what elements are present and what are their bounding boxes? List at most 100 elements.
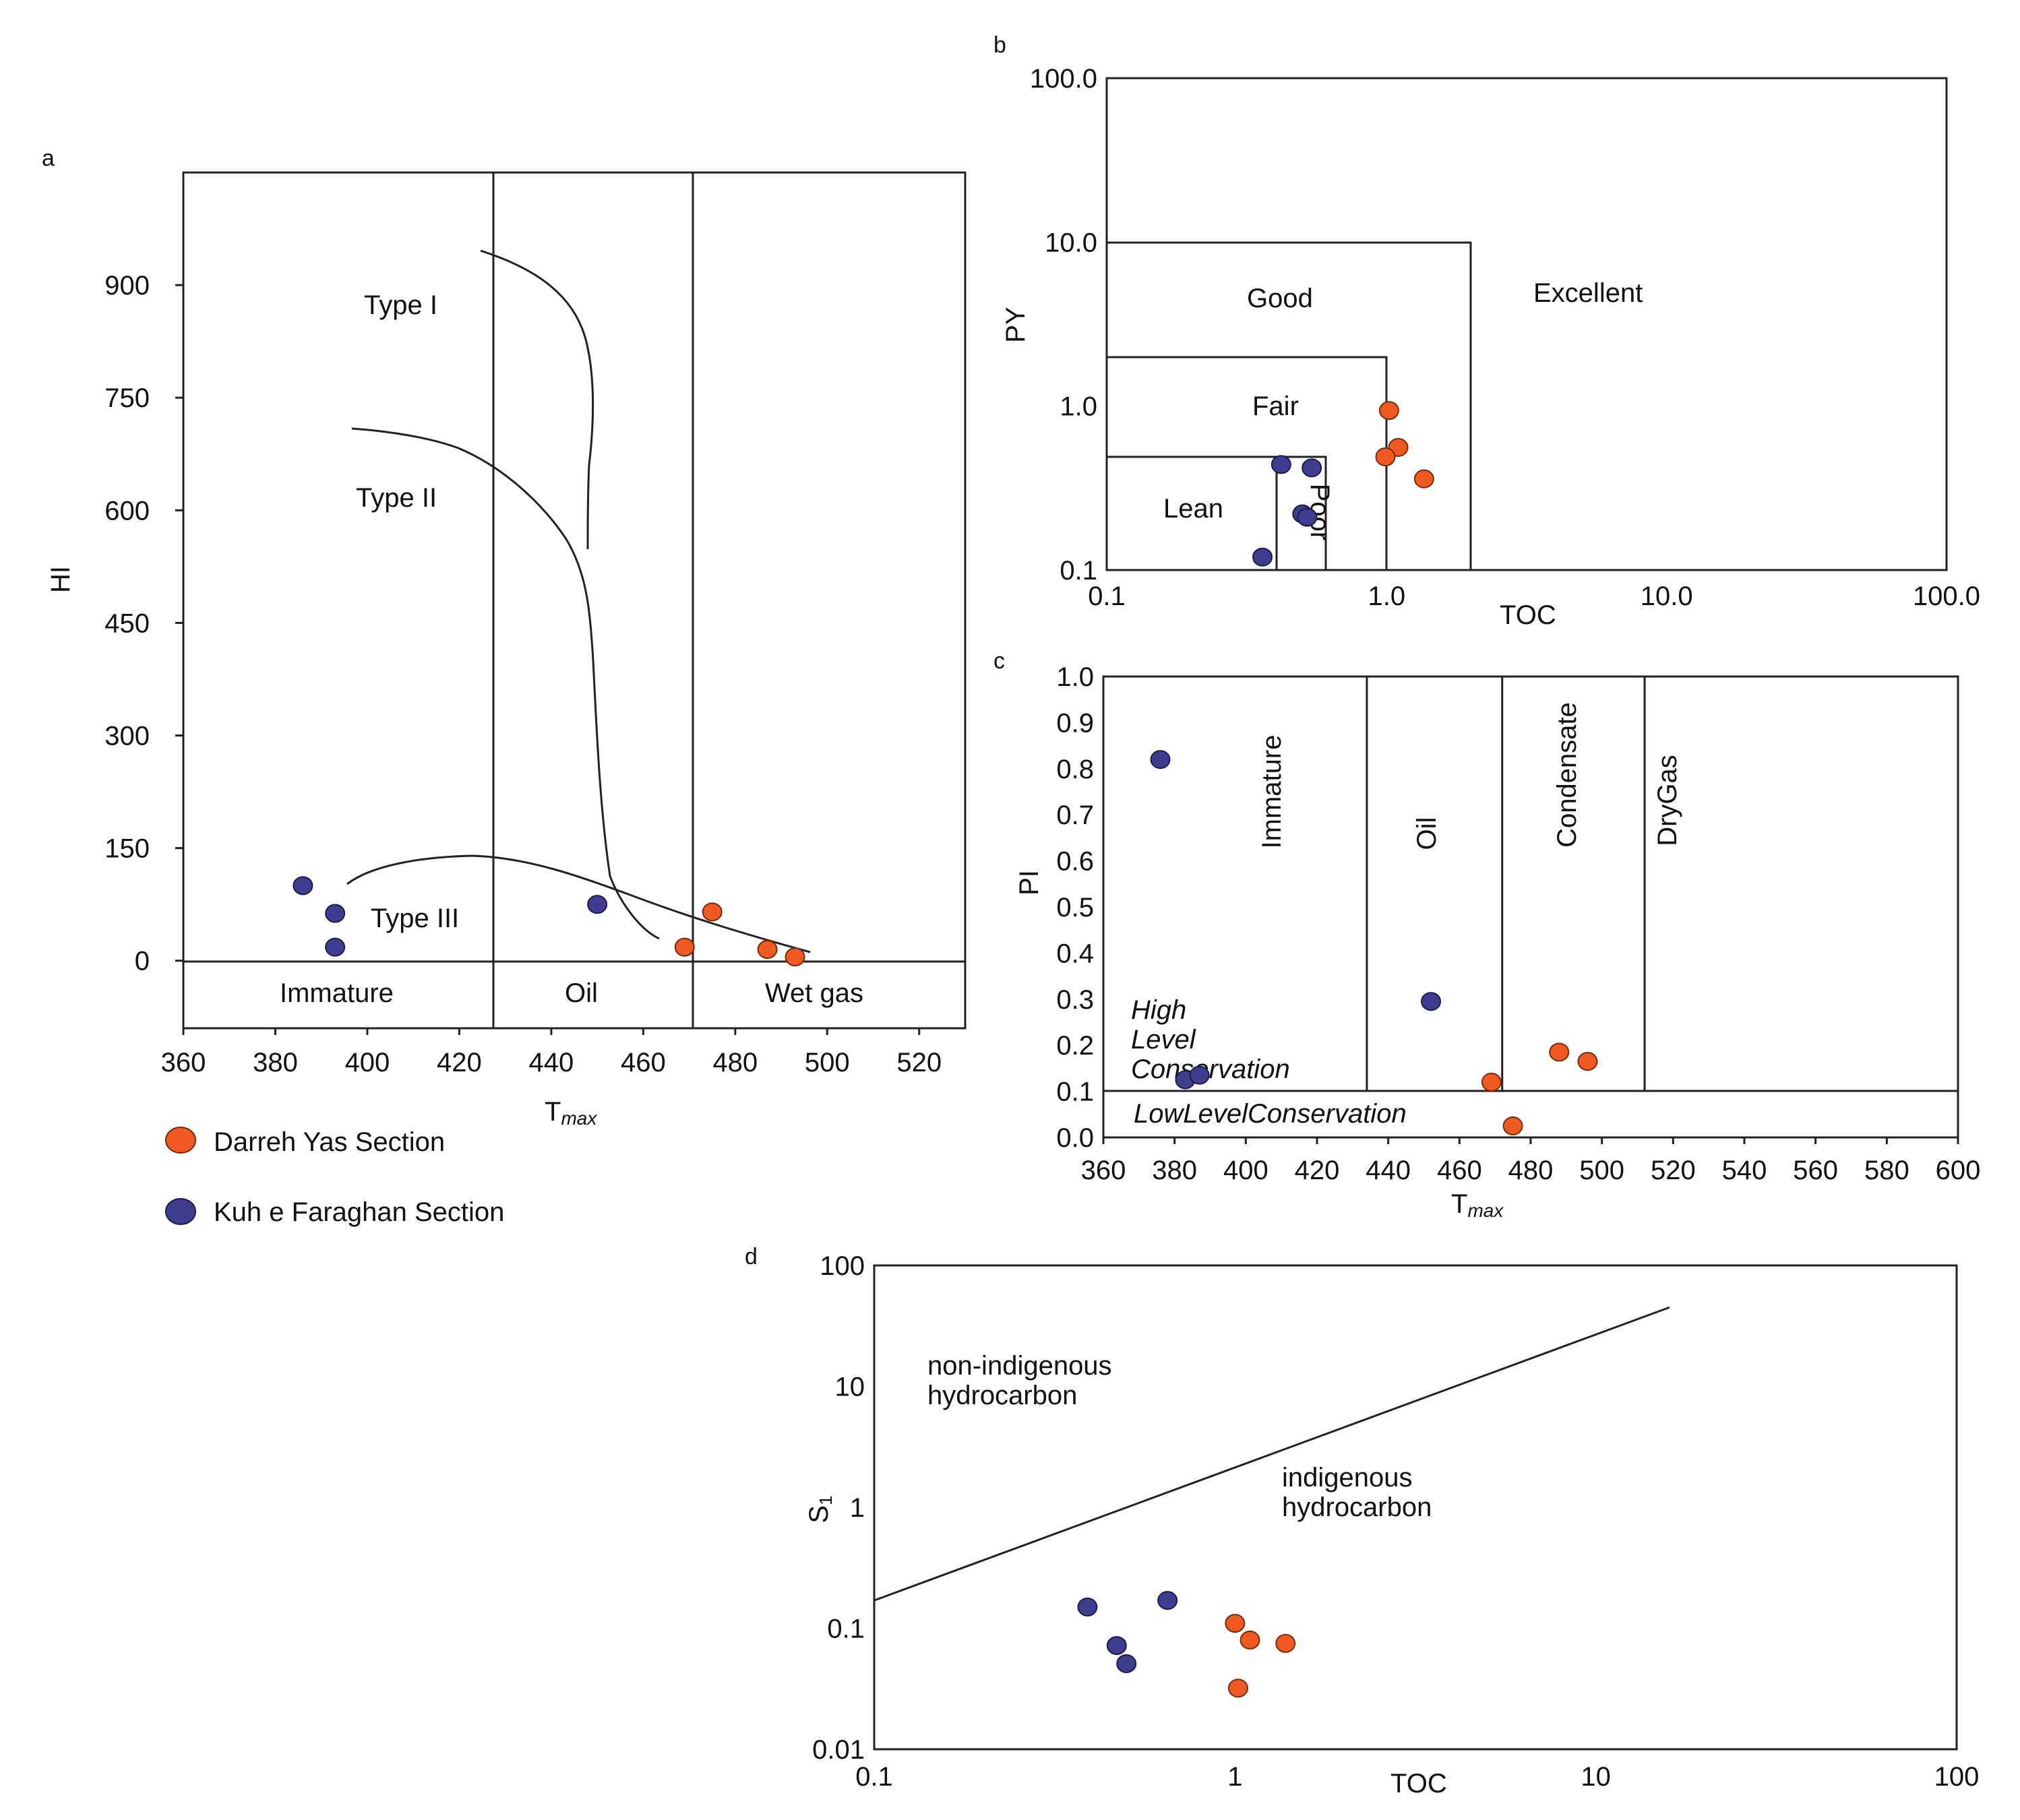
- kuh-e-faraghan-point: [1297, 507, 1318, 527]
- indigenous-divider-line: [874, 1306, 1670, 1602]
- panel-a-x-tick: 480: [712, 1048, 758, 1077]
- panel-c-x-tick: 380: [1152, 1156, 1197, 1185]
- darreh-yas-point: [1577, 1052, 1598, 1071]
- kuh-e-faraghan-point: [1116, 1654, 1137, 1673]
- panel-a-x-tick: 440: [529, 1048, 574, 1077]
- panel-d-x-ticks: 0.1 1 10 100: [855, 1762, 1979, 1792]
- panel-d-y-tick: 10: [835, 1373, 865, 1402]
- panel-c-x-tick: 360: [1081, 1156, 1126, 1185]
- excellent-boundary: [1107, 241, 1472, 570]
- panel-c-x-tick: 500: [1579, 1156, 1624, 1185]
- darreh-yas-point: [1502, 1116, 1523, 1135]
- panel-c-x-tick: 460: [1437, 1156, 1482, 1185]
- panel-b-x-tick: 10.0: [1641, 582, 1693, 611]
- panel-c-x-tick: 440: [1366, 1156, 1411, 1185]
- zone-fair: Fair: [1252, 391, 1299, 421]
- darreh-yas-point: [1275, 1633, 1296, 1653]
- panel-b-x-ticks: 0.1 1.0 10.0 100.0: [1088, 582, 1980, 611]
- panel-c-x-label: Tmax: [1451, 1189, 1504, 1221]
- panel-a-x-tick: 380: [253, 1048, 298, 1077]
- panel-a-x-tick: 520: [896, 1048, 942, 1077]
- panel-c-y-tick: 0.9: [1056, 708, 1094, 738]
- panel-b-x-label: TOC: [1500, 600, 1556, 630]
- panel-a-y-tick: 150: [104, 834, 150, 864]
- panel-c-x-tick: 600: [1936, 1156, 1981, 1185]
- good-boundary: [1107, 356, 1388, 570]
- panel-a-x-tick: 460: [621, 1048, 666, 1077]
- zone-lean: Lean: [1163, 494, 1223, 524]
- darreh-yas-point: [674, 937, 695, 957]
- legend-kuh-label: Kuh e Faraghan Section: [214, 1197, 504, 1227]
- panel-c: c Immature Oil Condensate DryGas High Le…: [993, 648, 1980, 1221]
- panel-b-x-tick: 0.1: [1088, 582, 1126, 611]
- zone-drygas: DryGas: [1653, 755, 1682, 846]
- region-indigenous-1: indigenous: [1282, 1463, 1413, 1493]
- panel-a-y-tick: 300: [104, 722, 150, 751]
- panel-b-y-tick: 10.0: [1045, 228, 1097, 257]
- panel-c-y-label: PI: [1014, 870, 1044, 896]
- panel-c-y-tick: 0.2: [1056, 1031, 1094, 1061]
- darreh-yas-point: [1481, 1072, 1502, 1092]
- kuh-e-faraghan-point: [293, 876, 313, 896]
- panel-d-y-tick: 0.1: [827, 1614, 865, 1644]
- label-type-iii: Type III: [371, 904, 459, 933]
- high-level-1: High: [1131, 995, 1186, 1025]
- panel-c-x-tick: 420: [1295, 1156, 1340, 1185]
- high-level-2: Level: [1131, 1025, 1196, 1055]
- panel-a-x-tick: 420: [437, 1048, 482, 1077]
- panel-d-x-tick: 0.1: [855, 1762, 893, 1792]
- darreh-yas-point: [1378, 401, 1399, 420]
- type-i-curve: [480, 249, 594, 550]
- panel-c-x-tick: 520: [1651, 1156, 1696, 1185]
- panel-d-letter: d: [745, 1244, 758, 1269]
- panel-c-y-tick: 0.8: [1056, 755, 1094, 784]
- zone-good: Good: [1247, 284, 1313, 313]
- panel-a-x-label: Tmax: [545, 1097, 597, 1129]
- type-iii-curve: [346, 854, 811, 953]
- panel-a-x-tick: 400: [345, 1048, 390, 1077]
- panel-d-points: [1077, 1591, 1296, 1698]
- label-type-ii: Type II: [356, 483, 437, 513]
- panel-c-x-tick: 540: [1722, 1156, 1767, 1185]
- legend: Darreh Yas Section Kuh e Faraghan Sectio…: [165, 1127, 504, 1227]
- panel-a-letter: a: [42, 146, 55, 171]
- kuh-e-faraghan-point: [1189, 1065, 1210, 1085]
- panel-c-x-tick: 580: [1864, 1156, 1909, 1185]
- kuh-e-faraghan-point: [587, 895, 608, 914]
- darreh-yas-point: [1413, 469, 1434, 489]
- panel-c-y-ticks: 0.0 0.1 0.2 0.3 0.4 0.5 0.6 0.7 0.8 0.9 1.0: [1056, 662, 1094, 1153]
- kuh-e-faraghan-point: [1150, 750, 1171, 770]
- region-indigenous-2: hydrocarbon: [1282, 1493, 1432, 1522]
- kuh-e-faraghan-point: [1252, 547, 1273, 567]
- darreh-yas-point: [757, 940, 778, 960]
- panel-a-y-tick: 450: [104, 608, 150, 638]
- panel-d-x-label: TOC: [1390, 1769, 1447, 1798]
- panel-a-y-tick: 750: [104, 383, 150, 413]
- zone-immature-c: Immature: [1257, 735, 1287, 849]
- label-type-i: Type I: [364, 290, 437, 320]
- panel-a-y-label: HI: [46, 566, 75, 593]
- panel-d-frame: [873, 1264, 1958, 1751]
- panel-d-x-tick: 100: [1934, 1762, 1980, 1792]
- kuh-e-faraghan-point: [1302, 458, 1322, 478]
- panel-a-x-ticks: 360 380 400 420 440 460 480 500 520: [161, 1028, 942, 1077]
- fair-boundary: [1107, 456, 1327, 570]
- kuh-e-faraghan-point: [325, 937, 346, 957]
- panel-b: b Lean Poor Fair Good Excellent 0.1 1.0 10…: [993, 32, 1980, 630]
- region-non-indigenous-2: hydrocarbon: [927, 1381, 1077, 1410]
- type-ii-curve: [351, 427, 660, 940]
- kuh-e-faraghan-point: [1271, 455, 1291, 474]
- panel-a: a Type I Type II Type III Immature Oil W…: [42, 146, 967, 1129]
- panel-c-y-tick: 0.1: [1056, 1077, 1094, 1107]
- darreh-yas-point: [1227, 1678, 1248, 1698]
- panel-c-y-tick: 0.5: [1056, 893, 1094, 922]
- panel-a-frame: [182, 171, 967, 1030]
- kuh-e-faraghan-point: [1421, 992, 1442, 1011]
- zone-oil: Oil: [565, 978, 598, 1008]
- panel-d: d non-indigenous hydrocarbon indigenous …: [745, 1244, 1979, 1798]
- panel-c-y-tick: 0.0: [1056, 1123, 1094, 1153]
- panel-b-y-tick: 0.1: [1060, 556, 1097, 586]
- panel-a-y-tick: 900: [104, 271, 150, 301]
- panel-b-x-tick: 100.0: [1913, 582, 1980, 611]
